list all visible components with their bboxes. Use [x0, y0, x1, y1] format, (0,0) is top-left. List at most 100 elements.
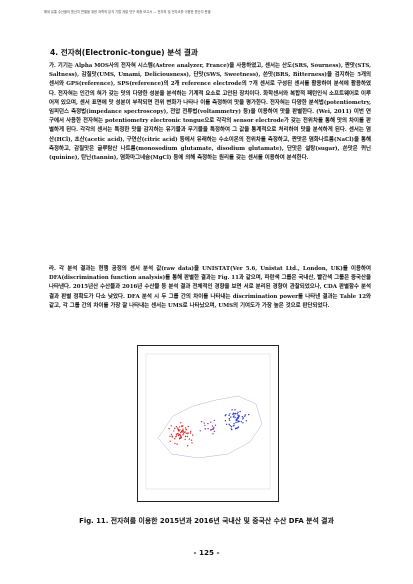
- domestic-point: [248, 413, 250, 416]
- mixed-point: [211, 425, 214, 427]
- china-point: [174, 427, 176, 430]
- china-point: [170, 425, 172, 427]
- domestic-point: [245, 420, 247, 422]
- domestic-point: [230, 426, 233, 428]
- mixed-point: [203, 422, 205, 424]
- group-outline: [157, 395, 263, 459]
- china-point: [190, 439, 193, 441]
- domestic-point: [244, 414, 247, 416]
- domestic-point: [233, 424, 235, 427]
- domestic-point: [224, 420, 227, 422]
- domestic-point: [242, 422, 244, 424]
- mixed-point: [210, 429, 212, 431]
- china-point: [190, 430, 192, 432]
- mixed-point: [204, 428, 206, 430]
- china-point: [187, 432, 189, 435]
- domestic-point: [236, 419, 238, 421]
- domestic-point: [236, 413, 238, 415]
- body-paragraph-2: 라. 각 분석 결과는 현행 공정의 센서 분석 값(raw data)을 UN…: [49, 266, 371, 309]
- china-point: [173, 430, 175, 432]
- mixed-point: [207, 428, 209, 430]
- domestic-point: [244, 415, 246, 417]
- domestic-point: [229, 413, 231, 415]
- running-header: 해외 유통 수산물의 원산지 판별을 위한 과학적 분석 기법 개발 연구 최종…: [44, 10, 211, 14]
- china-point: [192, 434, 194, 436]
- domestic-point: [239, 410, 241, 413]
- section-title: 4. 전자혀(Electronic-tongue) 분석 결과: [50, 48, 198, 57]
- china-point: [184, 431, 186, 433]
- mixed-point: [213, 426, 215, 429]
- china-point: [184, 435, 187, 438]
- china-point: [177, 433, 179, 435]
- china-point: [177, 429, 179, 431]
- china-point: [182, 434, 184, 436]
- mixed-point: [207, 422, 209, 425]
- domestic-point: [234, 412, 237, 415]
- domestic-point: [238, 414, 240, 417]
- china-point: [184, 427, 187, 429]
- figure-caption: Fig. 11. 전자혀를 이용한 2015년과 2016년 국내산 및 중국산…: [79, 517, 334, 525]
- china-point: [182, 433, 185, 435]
- china-point: [181, 429, 183, 432]
- china-point: [172, 436, 174, 438]
- china-point: [180, 430, 183, 433]
- mixed-point: [213, 419, 216, 422]
- china-point: [179, 426, 181, 428]
- domestic-point: [241, 416, 243, 418]
- domestic-point: [240, 421, 242, 423]
- mixed-point: [214, 424, 217, 426]
- china-point: [175, 433, 178, 435]
- china-point: [182, 431, 184, 433]
- mixed-point: [204, 424, 206, 427]
- domestic-point: [228, 423, 230, 426]
- domestic-point: [235, 421, 237, 424]
- group-outlines: [157, 395, 263, 459]
- mixed-point: [213, 430, 216, 432]
- domestic-point: [242, 417, 245, 419]
- china-point: [184, 438, 186, 441]
- china-point: [181, 425, 183, 428]
- china-point: [176, 443, 178, 445]
- china-point: [185, 432, 187, 434]
- domestic-point: [236, 417, 239, 419]
- domestic-point: [234, 409, 236, 411]
- plot-area: [145, 353, 271, 490]
- mixed-point: [199, 430, 201, 432]
- domestic-point: [233, 423, 235, 425]
- domestic-point: [237, 421, 239, 423]
- china-point: [175, 435, 178, 437]
- china-point: [174, 442, 176, 445]
- domestic-point: [237, 426, 240, 428]
- domestic-point: [232, 413, 234, 415]
- china-point: [191, 442, 193, 444]
- group-points: [168, 409, 250, 447]
- domestic-point: [235, 428, 237, 430]
- domestic-point: [236, 427, 238, 429]
- china-point: [179, 435, 182, 437]
- china-point: [180, 431, 182, 434]
- dfa-scatter-plot: [145, 353, 271, 490]
- china-point: [182, 428, 184, 430]
- china-point: [188, 438, 191, 440]
- dfa-figure: [137, 345, 279, 502]
- china-point: [175, 426, 178, 428]
- domestic-point: [237, 420, 240, 422]
- body-paragraph-1: 가. 기기는 Alpha MOS사의 전자혀 시스템(Astree analyz…: [49, 63, 371, 162]
- china-point: [187, 445, 189, 447]
- china-point: [179, 433, 181, 436]
- domestic-point: [237, 411, 239, 413]
- china-point: [186, 435, 189, 438]
- china-point: [169, 435, 171, 437]
- china-point: [170, 433, 173, 436]
- mixed-point: [212, 433, 214, 435]
- domestic-point: [228, 419, 231, 421]
- domestic-point: [232, 416, 235, 418]
- domestic-point: [228, 418, 230, 420]
- page-number: - 125 -: [193, 548, 220, 557]
- china-point: [180, 422, 182, 424]
- mixed-point: [200, 421, 203, 423]
- domestic-point: [231, 409, 233, 411]
- domestic-point: [237, 416, 239, 418]
- china-point: [185, 429, 187, 431]
- domestic-point: [233, 415, 235, 417]
